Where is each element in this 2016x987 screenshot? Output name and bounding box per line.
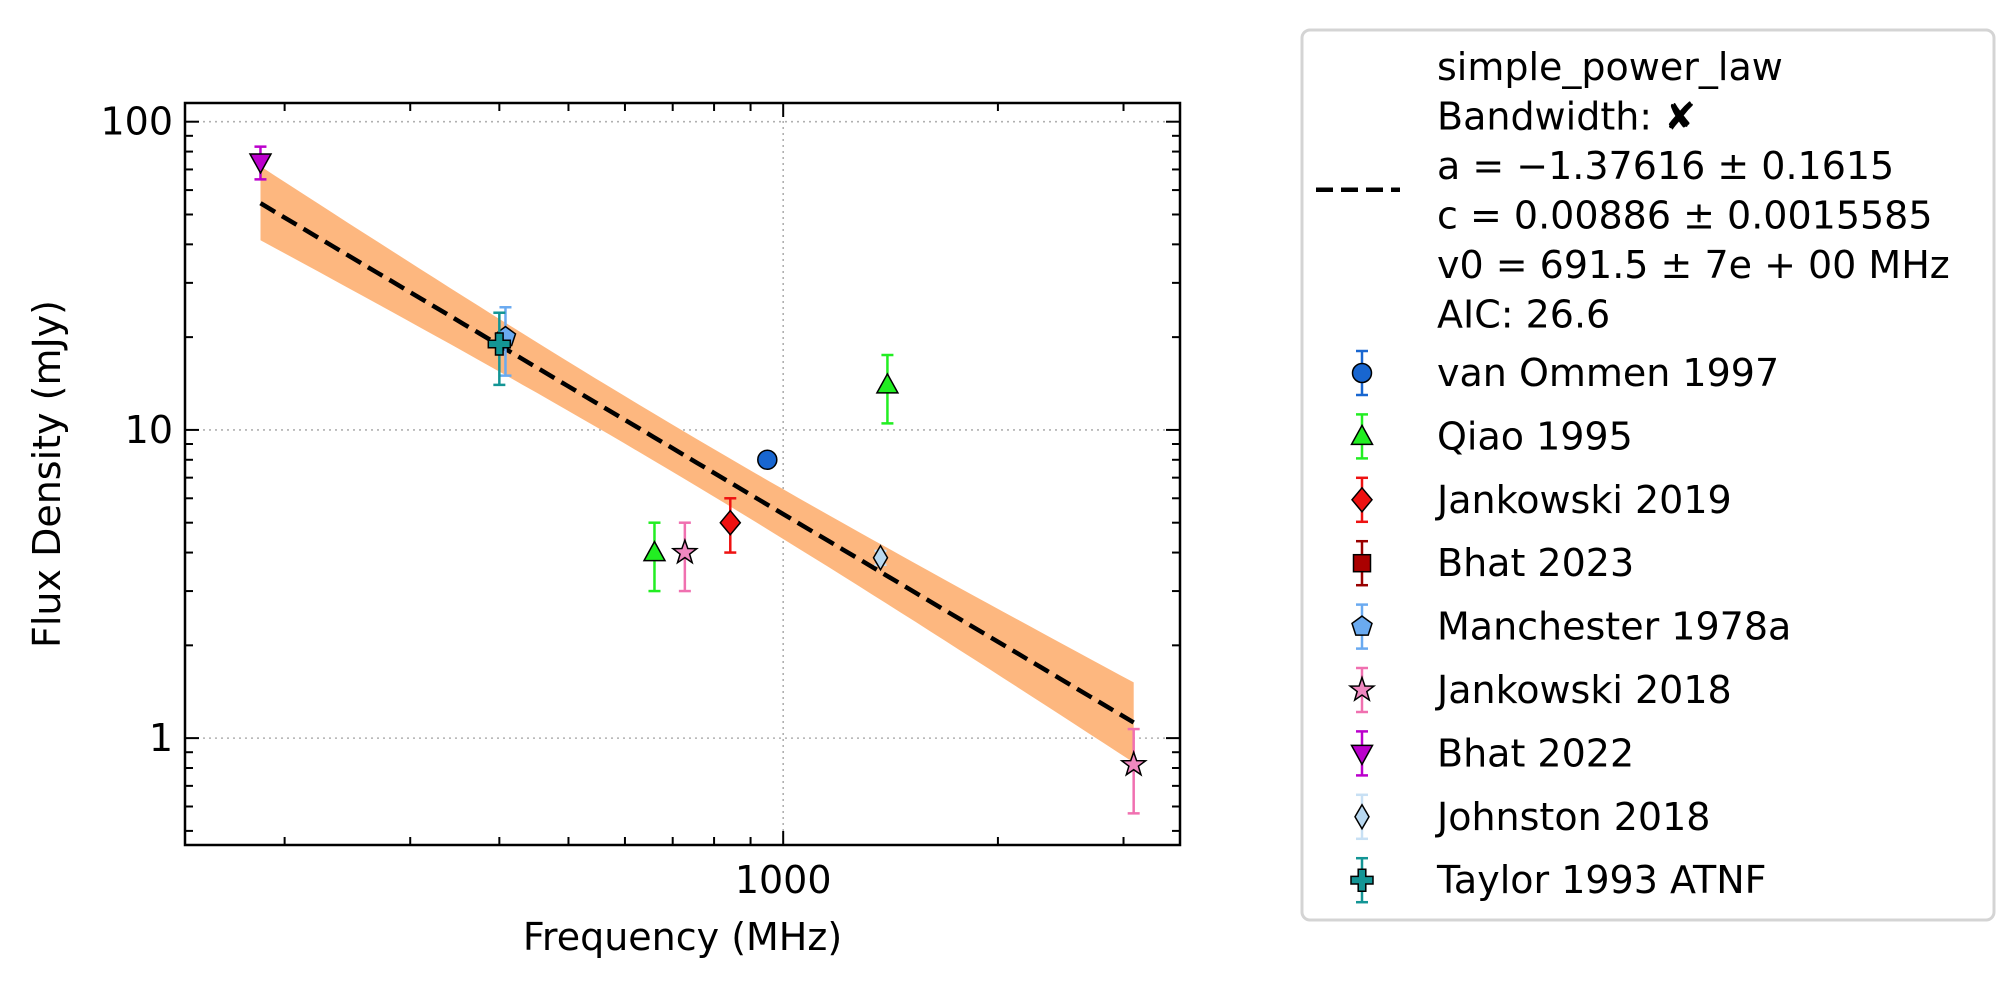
- legend-marker: [1351, 486, 1373, 513]
- data-layer: [248, 145, 1148, 815]
- data-point: [875, 372, 900, 394]
- legend-label: Qiao 1995: [1437, 414, 1633, 458]
- legend-marker: [1347, 675, 1377, 702]
- data-point: [248, 153, 273, 175]
- legend-label: Manchester 1978a: [1437, 605, 1791, 649]
- legend-fit-text: AIC: 26.6: [1437, 293, 1610, 337]
- grid-lines: [185, 103, 1180, 845]
- legend-marker: [1354, 803, 1370, 831]
- legend-fit-text: Bandwidth: ✘: [1437, 95, 1696, 139]
- data-point: [719, 509, 742, 536]
- data-point: [872, 544, 889, 572]
- legend-label: van Ommen 1997: [1437, 351, 1779, 395]
- x-tick-label: 1000: [735, 858, 832, 902]
- legend-marker: [1350, 744, 1374, 766]
- legend-label: Jankowski 2019: [1435, 478, 1732, 522]
- data-point: [642, 540, 667, 562]
- y-tick-label: 1: [149, 716, 173, 760]
- data-point: [670, 537, 699, 565]
- y-tick-label: 100: [100, 100, 173, 144]
- legend-fit-text: c = 0.00886 ± 0.0015585: [1437, 194, 1933, 238]
- legend-fit-text: a = −1.37616 ± 0.1615: [1437, 144, 1894, 188]
- x-axis-label: Frequency (MHz): [523, 915, 842, 959]
- y-axis-label: Flux Density (mJy): [25, 300, 69, 648]
- fit-layer: [259, 166, 1135, 763]
- legend-fit-text: v0 = 691.5 ± 7e + 00 MHz: [1437, 243, 1950, 287]
- data-point: [487, 332, 512, 356]
- legend-box: [1300, 28, 1996, 922]
- fit-line: [259, 201, 1135, 725]
- legend-label: Bhat 2023: [1437, 541, 1634, 585]
- legend-label: Taylor 1993 ATNF: [1436, 858, 1767, 902]
- data-point: [757, 449, 778, 471]
- legend-label: Bhat 2022: [1437, 731, 1634, 775]
- y-tick-label: 10: [125, 408, 173, 452]
- legend-label: Johnston 2018: [1435, 795, 1710, 839]
- legend-marker: [1351, 362, 1373, 384]
- legend-marker: [1350, 868, 1374, 892]
- legend-marker: [1350, 423, 1374, 446]
- legend-label: Jankowski 2018: [1435, 668, 1732, 712]
- legend-marker: [1351, 615, 1373, 636]
- data-point: [1119, 749, 1148, 777]
- legend-marker: [1352, 553, 1372, 573]
- legend-fit-text: simple_power_law: [1437, 45, 1783, 89]
- legend: simple_power_law Bandwidth: ✘ a = −1.37616…: [1300, 28, 1996, 922]
- axes: 1 10 100 1000 Frequency (MHz) Flux Density (m…: [25, 100, 1182, 959]
- plot-frame: [183, 101, 1182, 847]
